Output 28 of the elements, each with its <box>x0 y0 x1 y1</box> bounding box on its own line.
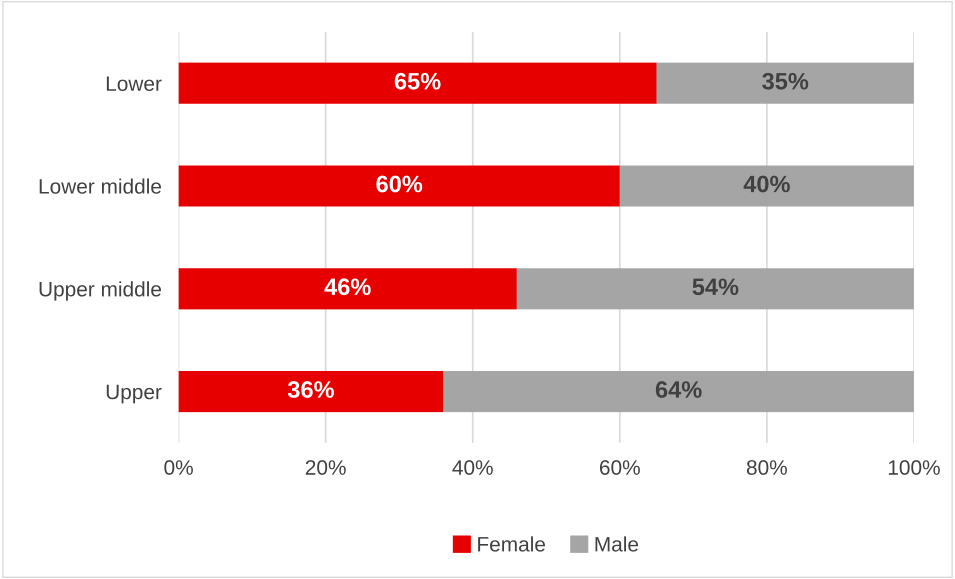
data-label: 64% <box>656 381 702 398</box>
data-label: 60% <box>376 176 422 192</box>
bar <box>178 165 620 207</box>
bar <box>178 62 657 104</box>
y-tick-label: Upper middle <box>40 281 161 301</box>
bar <box>443 370 914 412</box>
x-tick-label: 0% <box>164 460 193 475</box>
data-label: 36% <box>288 381 334 398</box>
legend-label: Male <box>596 536 638 552</box>
y-tick-label: Lower <box>106 76 162 91</box>
bar <box>656 62 914 104</box>
bar <box>178 370 444 412</box>
data-label: 35% <box>762 72 808 90</box>
data-label: 54% <box>692 278 738 296</box>
x-tick-label: 60% <box>600 460 640 475</box>
bar <box>516 268 914 310</box>
data-label: 40% <box>744 176 790 192</box>
x-tick-label: 80% <box>746 460 787 475</box>
x-tick-label: 100% <box>888 460 940 475</box>
x-tick-label: 40% <box>452 460 493 475</box>
bar <box>620 165 914 207</box>
legend-label: Female <box>478 536 545 552</box>
data-label: 46% <box>324 278 371 296</box>
data-label: 65% <box>394 72 441 90</box>
y-tick-label: Upper <box>106 384 162 404</box>
y-tick-label: Lower middle <box>40 178 161 194</box>
x-tick-label: 20% <box>306 460 346 475</box>
bar <box>178 268 517 310</box>
